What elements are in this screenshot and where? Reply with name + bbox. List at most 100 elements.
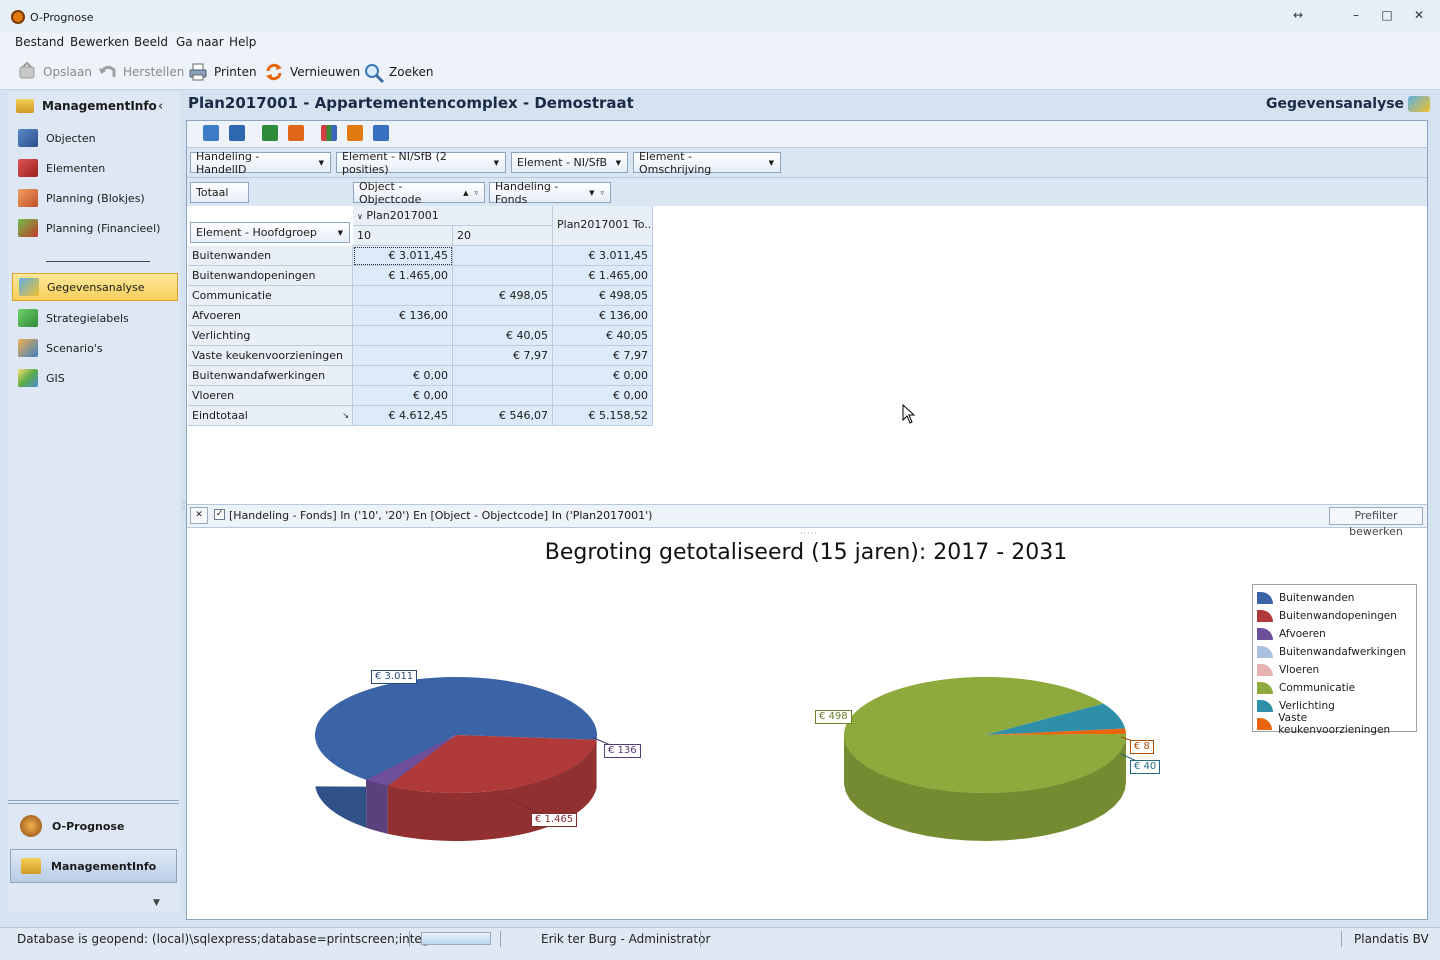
total-cell[interactable]: € 3.011,45: [553, 246, 653, 266]
excel-export-icon[interactable]: [262, 125, 278, 141]
nav-item-strategielabels[interactable]: Strategielabels: [12, 304, 178, 332]
tools-icon[interactable]: [347, 125, 363, 141]
edit-prefilter-button[interactable]: Prefilter bewerken: [1329, 507, 1423, 538]
row-header[interactable]: Verlichting: [188, 326, 353, 346]
print-grid-icon[interactable]: [288, 125, 304, 141]
refresh-button[interactable]: Vernieuwen: [264, 62, 360, 82]
row-header[interactable]: Buitenwandafwerkingen: [188, 366, 353, 386]
column-header-10[interactable]: 10: [353, 226, 453, 246]
nav-item-scenarios[interactable]: Scenario's: [12, 334, 178, 362]
horizontal-splitter-grip[interactable]: ·····: [800, 529, 818, 538]
value-cell[interactable]: € 40,05: [453, 326, 553, 346]
row-header[interactable]: Communicatie: [188, 286, 353, 306]
sort-icon[interactable]: ↘: [342, 411, 349, 420]
nav-item-planning-blokjes[interactable]: Planning (Blokjes): [12, 184, 178, 212]
value-cell[interactable]: € 3.011,45: [353, 246, 453, 266]
minimize-button[interactable]: –: [1353, 8, 1359, 22]
clear-prefilter-button[interactable]: ✕: [190, 507, 208, 524]
nav-item-gis[interactable]: GIS: [12, 364, 178, 392]
pie-slice[interactable]: [366, 735, 456, 786]
value-cell[interactable]: [453, 386, 553, 406]
row-header[interactable]: Afvoeren: [188, 306, 353, 326]
save-icon: [17, 61, 37, 82]
value-cell[interactable]: [453, 266, 553, 286]
menu-bewerken[interactable]: Bewerken: [70, 35, 130, 49]
nav-splitter[interactable]: [8, 800, 179, 804]
filter-field-handelid[interactable]: Handeling - HandelID ▼: [190, 150, 331, 176]
value-cell[interactable]: [353, 286, 453, 306]
grand-total-row-header[interactable]: Eindtotaal ↘: [188, 406, 353, 426]
collapse-icon[interactable]: ∨: [357, 212, 363, 221]
restore-button[interactable]: Herstellen: [97, 62, 184, 82]
collapse-nav-icon[interactable]: ‹: [158, 99, 164, 114]
column-field-objectcode[interactable]: Object - Objectcode ▲ ▿: [353, 180, 485, 206]
pie-slice[interactable]: [985, 703, 1126, 735]
filter-field-omschrijving[interactable]: Element - Omschrijving ▼: [633, 150, 781, 176]
total-cell[interactable]: € 1.465,00: [553, 266, 653, 286]
chevron-down-icon[interactable]: ▼: [153, 898, 160, 908]
filter-field-nlsfb[interactable]: Element - NI/SfB ▼: [511, 152, 628, 173]
search-button[interactable]: Zoeken: [363, 62, 433, 84]
value-cell[interactable]: [353, 346, 453, 366]
pie-slice[interactable]: [315, 677, 597, 780]
maximize-button[interactable]: □: [1381, 8, 1393, 22]
filter-icon[interactable]: ▿: [474, 188, 478, 197]
value-cell[interactable]: € 7,97: [453, 346, 553, 366]
filter-icon[interactable]: ▿: [600, 188, 604, 197]
resize-icon[interactable]: ↔: [1292, 8, 1304, 22]
save-button[interactable]: Opslaan: [17, 61, 92, 82]
total-cell[interactable]: € 7,97: [553, 346, 653, 366]
menu-ga-naar[interactable]: Ga naar: [176, 35, 224, 49]
row-field-hoofdgroep[interactable]: Element - Hoofdgroep ▼: [190, 222, 350, 243]
filter-field-nlsfb-2[interactable]: Element - NI/SfB (2 posities) ▼: [336, 150, 506, 176]
close-button[interactable]: ✕: [1413, 8, 1425, 22]
row-header[interactable]: Buitenwandopeningen: [188, 266, 353, 286]
total-cell[interactable]: € 136,00: [553, 306, 653, 326]
value-cell[interactable]: € 136,00: [353, 306, 453, 326]
pie-slice[interactable]: [387, 735, 597, 793]
nav-item-gegevensanalyse[interactable]: Gegevensanalyse: [12, 273, 178, 301]
pie-slice[interactable]: [843, 676, 1126, 793]
row-header[interactable]: Buitenwanden: [188, 246, 353, 266]
grand-total-cell[interactable]: € 4.612,45: [353, 406, 453, 426]
chart-icon[interactable]: [321, 125, 337, 141]
pie-slice[interactable]: [985, 728, 1126, 735]
row-header[interactable]: Vaste keukenvoorzieningen: [188, 346, 353, 366]
value-cell[interactable]: [353, 326, 453, 346]
value-cell[interactable]: [453, 366, 553, 386]
vertical-splitter-grip[interactable]: ····: [179, 500, 188, 511]
menu-beeld[interactable]: Beeld: [134, 35, 168, 49]
column-field-fonds[interactable]: Handeling - Fonds ▼ ▿: [489, 180, 611, 206]
grand-total-cell[interactable]: € 546,07: [453, 406, 553, 426]
total-cell[interactable]: € 40,05: [553, 326, 653, 346]
grand-total-cell[interactable]: € 5.158,52: [553, 406, 653, 426]
nav-item-objecten[interactable]: Objecten: [12, 124, 178, 152]
restore-label: Herstellen: [123, 65, 185, 79]
nav-group-managementinfo[interactable]: ManagementInfo: [10, 849, 177, 883]
total-cell[interactable]: € 0,00: [553, 386, 653, 406]
column-group-header[interactable]: ∨ Plan2017001: [353, 206, 553, 226]
value-cell[interactable]: € 498,05: [453, 286, 553, 306]
field-list-icon[interactable]: [203, 125, 219, 141]
total-cell[interactable]: € 498,05: [553, 286, 653, 306]
settings-icon[interactable]: [229, 125, 245, 141]
value-cell[interactable]: [453, 306, 553, 326]
column-header-total[interactable]: Plan2017001 To...: [553, 206, 653, 246]
total-cell[interactable]: € 0,00: [553, 366, 653, 386]
value-cell[interactable]: € 0,00: [353, 386, 453, 406]
menu-bestand[interactable]: Bestand: [15, 35, 65, 49]
column-header-20[interactable]: 20: [453, 226, 553, 246]
data-field-totaal[interactable]: Totaal: [190, 182, 249, 203]
nav-group-o-prognose[interactable]: O-Prognose: [10, 809, 177, 843]
menu-help[interactable]: Help: [229, 35, 257, 49]
nav-group-label: O-Prognose: [52, 819, 125, 833]
value-cell[interactable]: [453, 246, 553, 266]
value-cell[interactable]: € 0,00: [353, 366, 453, 386]
nav-item-planning-financieel[interactable]: Planning (Financieel): [12, 214, 178, 242]
row-header[interactable]: Vloeren: [188, 386, 353, 406]
nav-item-elementen[interactable]: Elementen: [12, 154, 178, 182]
prefilter-enabled-checkbox[interactable]: ✓: [214, 509, 225, 520]
save-layout-icon[interactable]: [373, 125, 389, 141]
print-button[interactable]: Printen: [188, 62, 257, 82]
value-cell[interactable]: € 1.465,00: [353, 266, 453, 286]
